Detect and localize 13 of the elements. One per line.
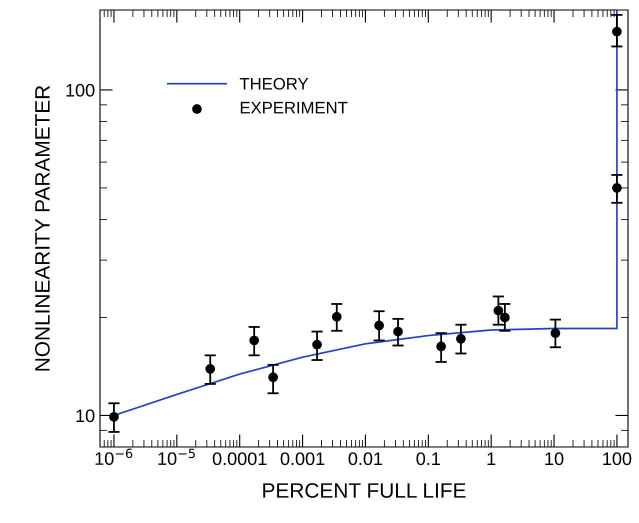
x-tick-label: 1 (488, 452, 496, 465)
x-tick-label: 10 (545, 452, 564, 466)
x-tick-label: 10$^{−5}$ (158, 448, 195, 465)
y-axis-title: NONLINEARITY PARAMETER (35, 86, 50, 371)
x-tick-label: 0.1 (416, 452, 440, 466)
x-tick-label: 0.001 (280, 452, 324, 466)
x-tick-label: 0.0001 (212, 452, 266, 466)
legend-label: THEORY (240, 78, 308, 90)
x-tick-label: 10$^{−6}$ (96, 448, 132, 465)
legend-label: EXPERIMENT (240, 102, 348, 114)
x-tick-label: 0.01 (348, 452, 382, 466)
x-tick-label: 100 (603, 452, 632, 466)
x-axis-title: PERCENT FULL LIFE (263, 483, 466, 498)
